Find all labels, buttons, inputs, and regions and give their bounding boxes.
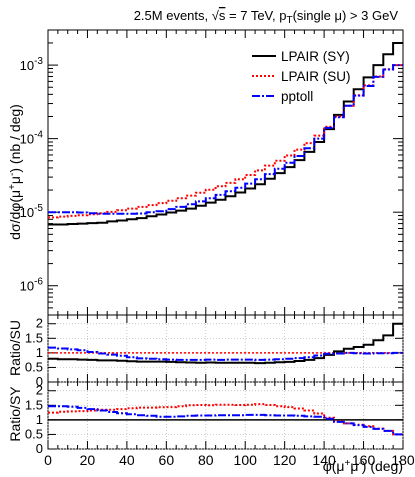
ratio-y-tick-label: 1.5 — [25, 397, 43, 412]
ratio-y-tick-label: 1 — [36, 412, 43, 427]
main-y-tick-label: 10-4 — [20, 130, 44, 147]
ratio-su-series-pptoll — [48, 346, 403, 361]
ratio-y-tick-label: 1.5 — [25, 330, 43, 345]
x-tick-label: 80 — [198, 452, 214, 468]
legend-label-lpair-su: LPAIR (SU) — [281, 69, 351, 84]
x-tick-label: 60 — [159, 452, 175, 468]
main-y-tick-label: 10-6 — [20, 277, 44, 294]
x-tick-label: 160 — [352, 452, 376, 468]
ratio-sy-series-pptoll — [48, 405, 403, 436]
legend: LPAIR (SY) LPAIR (SU) pptoll — [252, 49, 351, 104]
x-tick-label: 140 — [312, 452, 336, 468]
x-tick-label: 180 — [391, 452, 415, 468]
main-series-lpair-su — [48, 64, 403, 219]
ratio-y-tick-label: 0.5 — [25, 359, 43, 374]
main-y-tick-label: 10-3 — [20, 56, 44, 73]
ratio-y-tick-label: 1 — [36, 345, 43, 360]
main-series-lpair-sy — [48, 42, 403, 226]
x-tick-label: 0 — [44, 452, 52, 468]
ratio-sy-y-label: Ratio/SY — [7, 386, 23, 442]
legend-label-lpair-sy: LPAIR (SY) — [281, 49, 350, 64]
main-y-axis-label: dσ/dφ(μ+μ-) (nb / deg) — [7, 104, 23, 240]
x-tick-label: 120 — [273, 452, 297, 468]
x-tick-label: 100 — [234, 452, 258, 468]
main-series-pptoll — [48, 64, 403, 215]
ratio-y-tick-label: 0.5 — [25, 426, 43, 441]
x-tick-label: 40 — [119, 452, 135, 468]
legend-label-pptoll: pptoll — [281, 89, 313, 104]
ratio-su-series-lpair-sy — [48, 322, 403, 365]
x-tick-label: 20 — [80, 452, 96, 468]
main-y-tick-label: 10-5 — [20, 203, 44, 220]
chart-title: 2.5M events, √s = 7 TeV, pT(single μ) > … — [134, 8, 399, 26]
ratio-y-tick-label: 2 — [36, 383, 43, 398]
ratio-su-y-label: Ratio/SU — [7, 320, 23, 376]
ratio-y-tick-label: 0 — [36, 441, 43, 456]
ratio-y-tick-label: 2 — [36, 316, 43, 331]
x-axis-label: φ(μ+μ-) (deg) — [323, 458, 403, 474]
ratio-y-tick-label: 0 — [36, 374, 43, 389]
